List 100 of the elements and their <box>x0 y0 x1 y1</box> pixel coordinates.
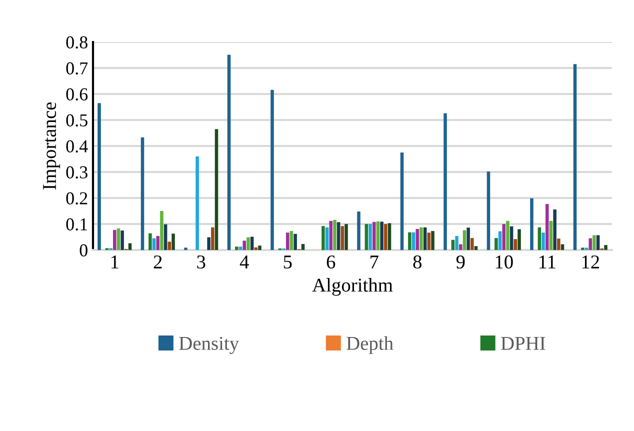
bar <box>498 231 502 250</box>
x-tick-label: 6 <box>326 255 336 269</box>
bar <box>423 227 427 250</box>
legend-label: Depth <box>346 336 394 354</box>
bar <box>357 212 360 250</box>
x-tick-label: 10 <box>496 255 513 269</box>
x-tick-label: 11 <box>539 256 556 268</box>
bar <box>408 232 412 250</box>
bar <box>116 228 120 250</box>
bar <box>431 231 434 250</box>
bar <box>462 230 466 250</box>
bar <box>557 238 560 250</box>
bar <box>549 220 553 250</box>
bar <box>128 243 132 250</box>
bar <box>518 229 521 250</box>
bar <box>329 220 333 250</box>
bar <box>242 240 246 250</box>
bar <box>553 209 556 250</box>
legend-label: DPHI <box>501 337 546 350</box>
bar <box>344 224 348 250</box>
bar <box>168 242 172 250</box>
bar <box>592 235 596 250</box>
bar <box>372 222 376 250</box>
bar <box>325 227 329 250</box>
bar <box>427 232 431 250</box>
bar <box>444 113 447 250</box>
bar <box>207 237 210 250</box>
bar <box>502 224 506 250</box>
x-tick-label: 8 <box>413 255 422 269</box>
bar <box>301 244 305 250</box>
bar <box>510 226 514 250</box>
x-tick-label: 1 <box>111 256 118 268</box>
bar <box>380 222 384 250</box>
bar <box>246 237 250 250</box>
y-tick-label: 0.7 <box>66 62 88 75</box>
y-axis-title: Importance <box>43 102 60 190</box>
x-tick-label: 12 <box>582 255 600 268</box>
y-tick-label: 0.4 <box>66 140 88 153</box>
bar <box>388 223 392 250</box>
bar <box>538 227 542 250</box>
bar <box>294 234 297 250</box>
bar <box>588 238 592 250</box>
bar <box>214 129 218 250</box>
bar <box>458 244 462 250</box>
y-tick-label: 0.8 <box>66 36 88 49</box>
bar <box>211 227 214 250</box>
bar <box>542 232 545 250</box>
bar <box>152 238 156 250</box>
bar <box>530 198 534 250</box>
y-tick-label: 0.1 <box>66 218 88 231</box>
bar <box>400 152 404 250</box>
bar <box>148 233 152 250</box>
bar <box>140 137 144 250</box>
bar <box>235 246 238 250</box>
x-tick-label: 4 <box>240 256 249 268</box>
x-tick-label: 9 <box>456 255 465 269</box>
bar <box>336 222 340 250</box>
bar <box>455 236 458 250</box>
x-tick-label: 3 <box>197 255 206 269</box>
bar <box>474 246 478 250</box>
bar <box>470 238 474 250</box>
bar <box>384 224 388 250</box>
bar <box>486 171 490 250</box>
y-tick-label: 0.6 <box>66 88 88 101</box>
bar <box>238 246 242 250</box>
bar <box>156 236 160 250</box>
bar <box>340 226 344 250</box>
bar <box>98 103 101 250</box>
bar <box>258 246 262 250</box>
bar <box>506 220 510 250</box>
y-tick-label: 0.3 <box>66 166 88 179</box>
x-tick-label: 2 <box>154 255 162 268</box>
bar <box>596 235 600 250</box>
bar <box>112 230 116 250</box>
bar <box>333 220 336 250</box>
bar <box>290 231 294 250</box>
x-tick-label: 7 <box>370 256 378 268</box>
bar <box>494 238 498 250</box>
bar <box>196 156 199 250</box>
bar <box>451 240 455 250</box>
bar <box>514 239 518 250</box>
bar <box>376 221 380 250</box>
bar <box>416 228 420 250</box>
bar <box>466 228 470 250</box>
bar <box>286 232 290 250</box>
bar <box>322 226 325 250</box>
legend-label: Density <box>179 336 239 354</box>
bar <box>120 230 124 250</box>
bar <box>172 234 175 250</box>
x-axis-title: Algorithm <box>312 278 393 296</box>
y-tick-label: 0.2 <box>66 192 88 205</box>
bar <box>545 204 549 250</box>
bar <box>270 90 274 250</box>
bar <box>164 224 168 250</box>
bar <box>604 245 608 250</box>
bar <box>368 224 372 250</box>
y-tick-label: 0 <box>80 244 88 256</box>
bar <box>160 211 164 250</box>
x-tick-label: 5 <box>284 256 292 269</box>
y-tick-label: 0.5 <box>66 114 88 127</box>
